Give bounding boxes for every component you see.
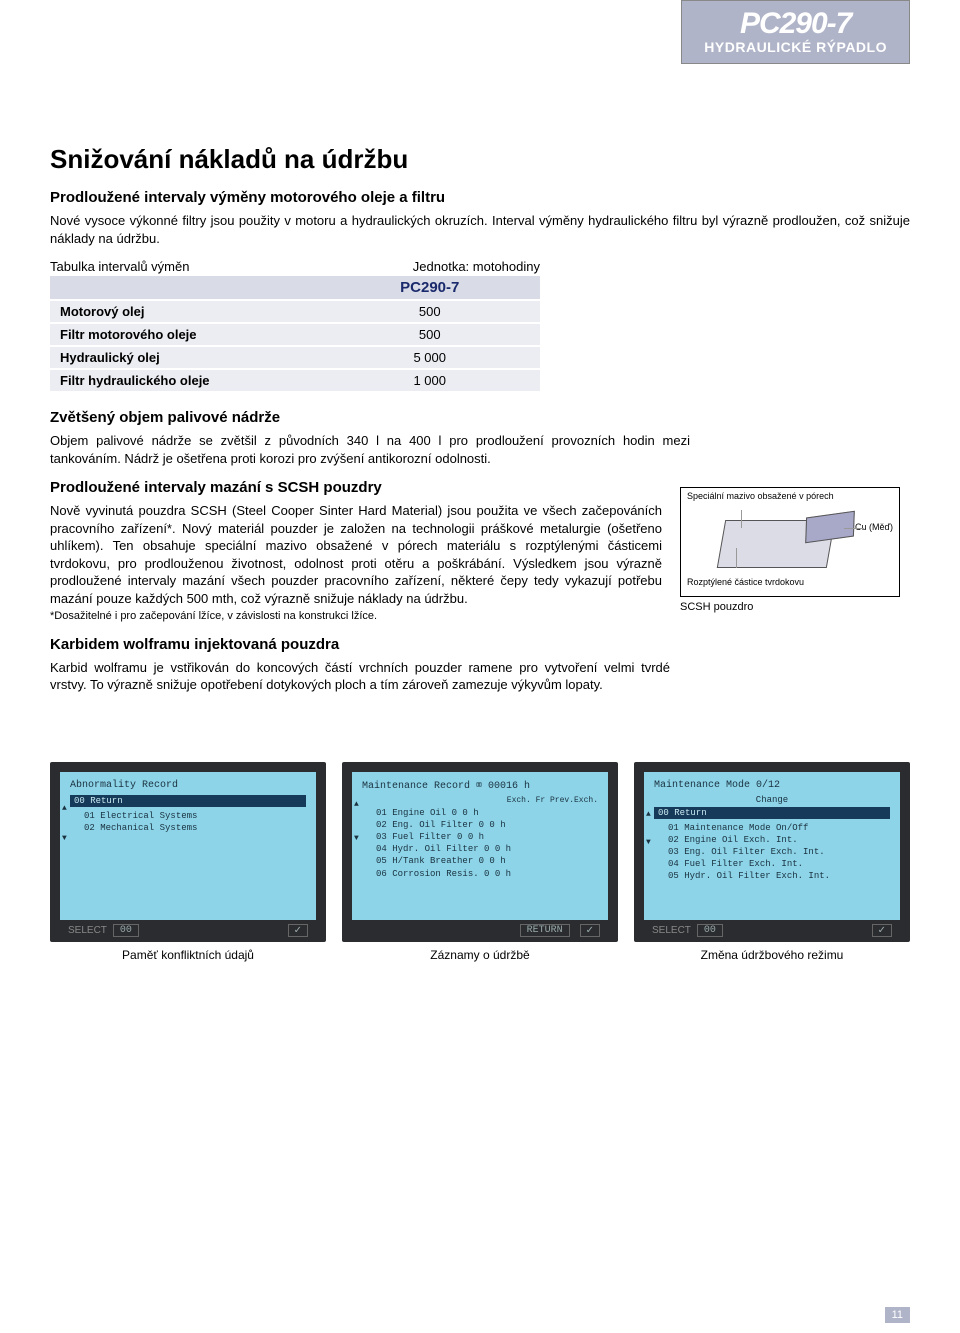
diagram-label-cu: Cu (Měď) — [855, 522, 893, 532]
screen-3-caption: Změna údržbového režimu — [634, 948, 910, 962]
screen-1-highlight: 00 Return — [70, 795, 306, 807]
interval-table-wrap: Tabulka intervalů výměn Jednotka: motoho… — [50, 259, 540, 393]
intro-subtitle: Prodloužené intervaly výměny motorového … — [50, 189, 910, 206]
header-model: PC290-7 — [704, 9, 887, 39]
screen-3: Maintenance Mode 0/12 Change 00 Return ▲… — [634, 762, 910, 962]
diagram-label-mazivo: Speciální mazivo obsažené v pórech — [687, 492, 834, 502]
page-content: Snižování nákladů na údržbu Prodloužené … — [0, 0, 960, 972]
table-row: Filtr motorového oleje500 — [50, 323, 540, 346]
screen-3-title: Maintenance Mode 0/12 — [654, 780, 890, 791]
page-number: 11 — [885, 1307, 910, 1323]
scsh-diagram: Speciální mazivo obsažené v pórech Cu (M… — [680, 487, 900, 597]
header-badge: PC290-7 HYDRAULICKÉ RÝPADLO — [681, 0, 910, 64]
section1-title: Zvětšený objem palivové nádrže — [50, 409, 910, 426]
interval-table: PC290-7 Motorový olej500 Filtr motorovéh… — [50, 276, 540, 393]
intro-text: Nové vysoce výkonné filtry jsou použity … — [50, 212, 910, 247]
table-row: Filtr hydraulického oleje1 000 — [50, 369, 540, 392]
table-caption-left: Tabulka intervalů výměn — [50, 259, 189, 274]
screen-1-title: Abnormality Record — [70, 780, 306, 791]
section2-title: Prodloužené intervaly mazání s SCSH pouz… — [50, 479, 662, 496]
section2-footnote: *Dosažitelné i pro začepování lžíce, v z… — [50, 609, 662, 623]
header-subtitle: HYDRAULICKÉ RÝPADLO — [704, 39, 887, 55]
page-title: Snižování nákladů na údržbu — [50, 144, 910, 175]
table-row: Hydraulický olej5 000 — [50, 346, 540, 369]
section1-text: Objem palivové nádrže se zvětšil z původ… — [50, 432, 690, 467]
table-header: PC290-7 — [320, 276, 541, 300]
screen-2: Maintenance Record ⌧ 00016 h Exch. Fr Pr… — [342, 762, 618, 962]
screen-1-caption: Paměť konfliktních údajů — [50, 948, 326, 962]
table-caption-right: Jednotka: motohodiny — [413, 259, 540, 274]
screen-3-highlight: 00 Return — [654, 807, 890, 819]
diagram-caption: SCSH pouzdro — [680, 601, 910, 613]
table-row: Motorový olej500 — [50, 300, 540, 323]
section3-text: Karbid wolframu je vstřikován do koncový… — [50, 659, 670, 694]
section2-row: Prodloužené intervaly mazání s SCSH pouz… — [50, 479, 910, 624]
screen-2-caption: Záznamy o údržbě — [342, 948, 618, 962]
screen-2-title: Maintenance Record ⌧ 00016 h — [362, 780, 598, 792]
screens-row: Abnormality Record 00 Return ▲ 01 Electr… — [50, 762, 910, 962]
section2-text: Nově vyvinutá pouzdra SCSH (Steel Cooper… — [50, 502, 662, 607]
section3-title: Karbidem wolframu injektovaná pouzdra — [50, 636, 910, 653]
diagram-label-tvrdokov: Rozptýlené částice tvrdokovu — [687, 578, 804, 588]
screen-1: Abnormality Record 00 Return ▲ 01 Electr… — [50, 762, 326, 962]
